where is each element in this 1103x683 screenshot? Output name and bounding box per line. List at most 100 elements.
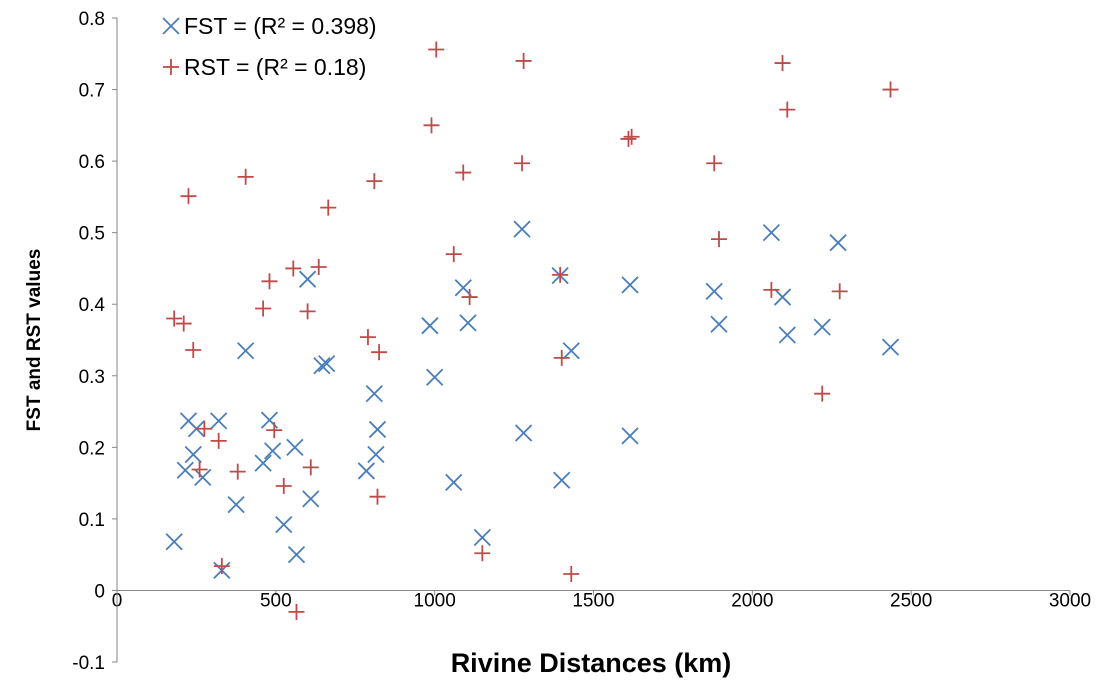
fst-point <box>621 276 639 294</box>
rst-point <box>563 565 580 582</box>
rst-point <box>763 281 780 298</box>
rst-point <box>302 459 319 476</box>
legend-marker-rst <box>163 59 179 75</box>
rst-point <box>266 422 283 439</box>
fst-point <box>264 442 282 460</box>
fst-point <box>237 342 255 360</box>
y-tick-label: 0.4 <box>79 295 106 316</box>
fst-point <box>621 427 639 445</box>
rst-point <box>423 117 440 134</box>
rst-point <box>831 283 848 300</box>
fst-point <box>813 318 831 336</box>
x-axis: 0 500 1000 1500 2000 2500 3000 <box>112 589 1091 611</box>
fst-point <box>513 220 531 238</box>
x-tick-label: 500 <box>260 590 292 611</box>
fst-point <box>473 528 491 547</box>
rst-point <box>620 130 637 147</box>
series-fst <box>165 220 900 580</box>
fst-point <box>275 515 293 534</box>
rst-point <box>255 300 272 317</box>
rst-point <box>166 310 183 327</box>
fst-point <box>286 438 304 456</box>
rst-point <box>623 128 640 145</box>
x-tick-label: 1000 <box>414 590 456 611</box>
fst-point <box>254 454 272 472</box>
y-tick-label: 0 <box>94 581 105 602</box>
legend-label-rst: RST = (R² = 0.18) <box>184 54 366 80</box>
rst-point <box>779 101 796 118</box>
rst-point <box>514 155 531 172</box>
fst-point <box>368 420 387 439</box>
fst-point <box>553 471 571 489</box>
rst-point <box>196 420 213 437</box>
x-axis-title: Rivine Distances (km) <box>451 648 732 678</box>
rst-point <box>455 164 472 181</box>
y-axis-title: FST and RST values <box>24 249 45 432</box>
rst-point <box>310 259 327 276</box>
fst-point <box>194 468 212 487</box>
rst-point <box>213 558 230 575</box>
y-tick-label: 0.5 <box>79 224 105 245</box>
fst-point <box>514 424 533 442</box>
fst-point <box>287 546 306 564</box>
fst-point <box>365 385 383 403</box>
fst-point <box>318 354 336 373</box>
rst-point <box>774 55 791 72</box>
fst-point <box>184 445 202 464</box>
fst-point <box>778 326 796 344</box>
series-rst <box>166 41 899 620</box>
rst-point <box>210 432 227 449</box>
fst-point <box>829 234 847 252</box>
fst-point <box>176 461 194 479</box>
fst-point <box>421 317 439 335</box>
rst-point <box>229 463 246 480</box>
legend-marker <box>162 17 180 35</box>
fst-point <box>210 412 228 430</box>
legend-marker-fst <box>162 17 180 35</box>
rst-point <box>369 488 386 505</box>
rst-point <box>180 188 197 205</box>
rst-point <box>474 545 491 562</box>
rst-point <box>515 52 532 69</box>
rst-point <box>359 329 376 346</box>
y-tick-label: 0.6 <box>79 152 105 173</box>
fst-point <box>357 462 376 480</box>
rst-point <box>461 289 478 306</box>
rst-point <box>261 273 278 290</box>
fst-point <box>710 315 728 333</box>
rst-point <box>882 81 899 98</box>
y-tick-label: -0.1 <box>72 653 105 674</box>
x-tick-label: 1500 <box>572 590 614 611</box>
fst-point <box>562 342 580 360</box>
fst-point <box>227 495 245 514</box>
fst-point <box>298 270 317 288</box>
y-tick-label: 0.3 <box>79 367 105 388</box>
fst-point <box>454 279 472 297</box>
fst-point <box>313 357 331 375</box>
rst-point <box>553 349 570 366</box>
x-tick-label: 2500 <box>890 590 932 611</box>
rst-point <box>710 231 727 248</box>
rst-point <box>285 260 302 277</box>
fst-point <box>445 473 463 492</box>
rst-point <box>275 477 292 494</box>
y-tick-label: 0.7 <box>79 81 105 102</box>
y-axis: -0.1 0 0.1 0.2 0.3 0.4 0.5 0.6 0.7 0.8 <box>72 9 118 674</box>
fst-point <box>367 445 385 464</box>
x-tick-label: 2000 <box>731 590 773 611</box>
rst-point <box>371 344 388 361</box>
rst-point <box>191 461 208 478</box>
y-tick-label: 0.8 <box>79 9 105 30</box>
fst-point <box>773 288 792 306</box>
y-tick-label: 0.1 <box>79 510 105 531</box>
legend: FST = (R² = 0.398) RST = (R² = 0.18) <box>162 13 377 80</box>
rst-point <box>299 303 316 320</box>
legend-label-fst: FST = (R² = 0.398) <box>184 13 377 39</box>
legend-marker <box>163 59 179 75</box>
fst-point <box>705 282 723 300</box>
rst-point <box>288 603 305 620</box>
fst-point <box>881 338 900 356</box>
rst-point <box>320 199 337 216</box>
legend-item-rst: RST = (R² = 0.18) <box>163 54 366 80</box>
